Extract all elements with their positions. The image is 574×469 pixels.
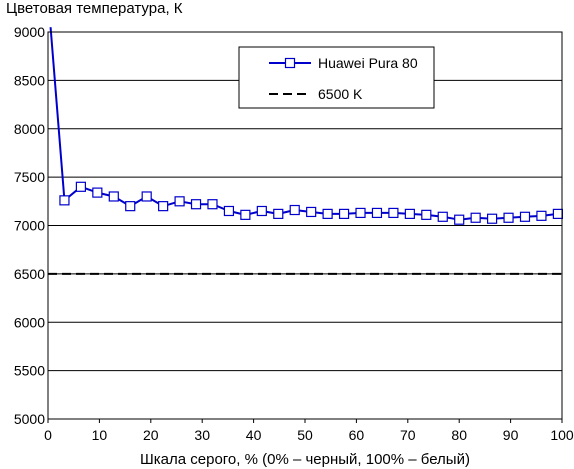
plot-area-frame [47,31,563,420]
data-point-marker [223,205,235,217]
x-tick-label: 90 [503,427,519,443]
data-point-marker [174,196,185,207]
data-point-marker [486,213,498,224]
data-point-marker [141,191,152,202]
y-tick-label: 7500 [14,169,45,185]
y-tick-label: 6000 [14,314,45,330]
data-point-marker [75,181,86,192]
data-point-marker [437,211,448,222]
x-axis-label: Шкала серого, % (0% – черный, 100% – бел… [140,451,470,468]
data-point-marker [306,206,317,218]
x-tick-label: 80 [451,427,467,443]
legend-box [238,46,435,109]
data-point-marker [552,208,563,219]
data-point-marker [322,208,333,219]
x-tick-label: 70 [400,427,416,443]
x-axis-tick-labels: 0 10 20 30 40 50 60 70 80 90 100 [44,419,574,443]
legend-label-6500k: 6500 K [318,86,363,102]
data-point-marker [503,212,514,223]
y-tick-label: 8500 [14,72,45,88]
data-point-marker [256,205,267,217]
data-point-marker [92,187,103,198]
y-tick-label: 5000 [14,411,45,427]
data-point-marker [454,214,465,225]
data-point-marker [108,191,119,202]
data-point-marker [190,199,202,210]
y-tick-label: 6500 [14,266,45,282]
y-tick-label: 8000 [14,121,45,137]
y-tick-label: 7000 [14,218,45,234]
data-point-marker [273,208,284,219]
x-tick-label: 100 [550,427,574,443]
y-axis-tick-labels: 5000 5500 6000 6500 7000 7500 8000 8500 9000 [14,24,45,427]
data-point-marker [240,209,251,220]
chart-title: Цветовая температура, К [6,0,183,17]
data-point-marker [207,199,218,210]
data-point-marker [355,207,366,219]
x-tick-label: 50 [297,427,313,443]
data-point-marker [388,207,399,219]
data-point-marker [338,208,350,219]
data-point-marker [289,204,300,216]
x-tick-label: 20 [143,427,159,443]
data-point-marker [371,207,383,219]
x-tick-label: 60 [349,427,365,443]
y-tick-label: 9000 [14,24,45,40]
data-point-marker [536,210,547,221]
data-point-marker [158,201,169,212]
x-tick-label: 10 [92,427,108,443]
legend-label-huawei: Huawei Pura 80 [318,55,418,71]
data-point-marker [519,211,531,222]
data-point-marker [59,195,70,206]
x-tick-label: 0 [44,427,52,443]
x-tick-label: 30 [194,427,210,443]
legend: Huawei Pura 80 6500 K [238,46,435,109]
y-tick-label: 5500 [14,363,45,379]
x-tick-label: 40 [246,427,262,443]
data-point-marker [421,209,432,220]
data-point-marker [404,208,415,219]
data-point-marker [470,212,481,223]
legend-marker-huawei [284,57,296,69]
data-point-marker [125,201,136,212]
